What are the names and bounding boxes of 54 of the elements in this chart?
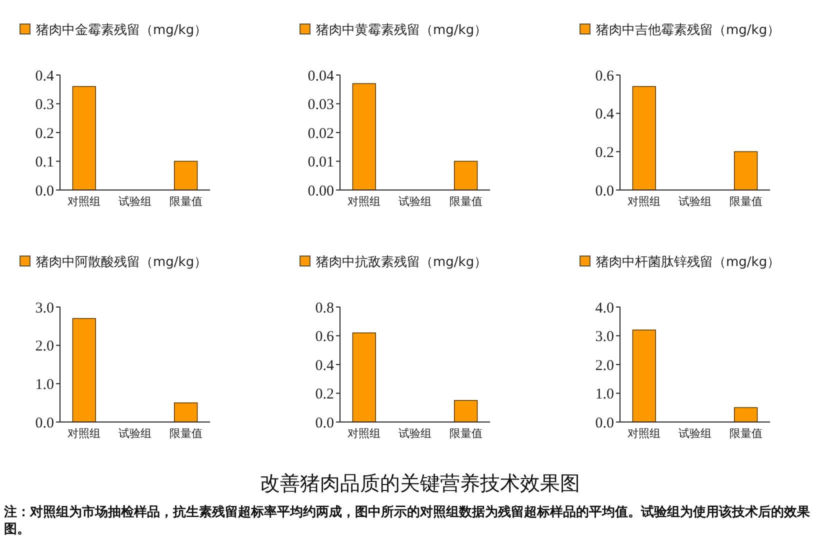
text: 改善猪肉品质的关键营养技术效果图 [260, 471, 580, 495]
y-tick-label: 0.00 [308, 183, 334, 200]
x-tick-label: 试验组 [118, 427, 152, 440]
y-tick-label: 0.6 [315, 329, 334, 345]
y-tick-label: 3.0 [595, 329, 614, 345]
x-tick-label: 试验组 [678, 427, 712, 440]
legend-label: 猪肉中阿散酸残留（mg/kg） [36, 255, 208, 270]
x-tick-label: 限量值 [169, 427, 202, 440]
x-tick-label: 对照组 [628, 195, 661, 208]
legend-label: 猪肉中黄霉素残留（mg/kg） [316, 23, 488, 38]
y-tick-label: 0.8 [315, 300, 334, 316]
x-tick-label: 对照组 [68, 427, 101, 440]
legend-label: 猪肉中杆菌肽锌残留（mg/kg） [596, 255, 780, 270]
y-tick-label: 1.0 [35, 376, 54, 393]
y-tick-label: 0.6 [595, 68, 614, 84]
y-tick-label: 0.2 [35, 126, 54, 142]
y-tick-label: 0.2 [315, 386, 334, 402]
x-tick-label: 对照组 [68, 195, 101, 208]
x-tick-label: 限量值 [729, 427, 762, 440]
y-tick-label: 0.2 [595, 144, 614, 161]
legend-label: 猪肉中抗敌素残留（mg/kg） [316, 255, 488, 270]
x-tick-label: 试验组 [398, 427, 432, 440]
y-tick-label: 0.02 [308, 126, 334, 142]
y-tick-label: 0.0 [595, 183, 614, 200]
x-tick-label: 对照组 [628, 427, 661, 440]
y-tick-label: 0.01 [308, 154, 334, 170]
x-tick-label: 限量值 [169, 195, 202, 208]
x-tick-label: 限量值 [729, 195, 762, 208]
x-tick-label: 限量值 [449, 427, 482, 440]
y-tick-label: 0.4 [35, 68, 54, 84]
y-tick-label: 3.0 [35, 300, 54, 316]
y-tick-label: 4.0 [595, 300, 614, 316]
y-tick-label: 0.4 [315, 358, 334, 374]
y-tick-label: 1.0 [595, 386, 614, 402]
y-tick-label: 0.0 [595, 415, 614, 432]
x-tick-label: 试验组 [118, 195, 152, 208]
y-tick-label: 0.4 [595, 106, 614, 123]
y-tick-label: 0.0 [35, 183, 54, 200]
x-tick-label: 对照组 [348, 427, 381, 440]
y-tick-label: 0.0 [35, 415, 54, 432]
y-tick-label: 0.04 [308, 68, 334, 84]
x-tick-label: 对照组 [348, 195, 381, 208]
legend-label: 猪肉中吉他霉素残留（mg/kg） [596, 23, 780, 38]
text: 注：对照组为市场抽检样品，抗生素残留超标率平均约两成，图中所示的对照组数据为残留超标样品的平均值。试验组为使用该技术后的效果图。 [4, 504, 811, 538]
x-tick-label: 限量值 [449, 195, 482, 208]
y-tick-label: 0.3 [35, 97, 54, 113]
x-tick-label: 试验组 [678, 195, 712, 208]
legend-label: 猪肉中金霉素残留（mg/kg） [36, 23, 208, 38]
y-tick-label: 2.0 [595, 358, 614, 374]
y-tick-label: 0.0 [315, 415, 334, 432]
y-tick-label: 2.0 [35, 338, 54, 355]
y-tick-label: 0.1 [35, 154, 54, 170]
y-tick-label: 0.03 [308, 97, 334, 113]
x-tick-label: 试验组 [398, 195, 432, 208]
